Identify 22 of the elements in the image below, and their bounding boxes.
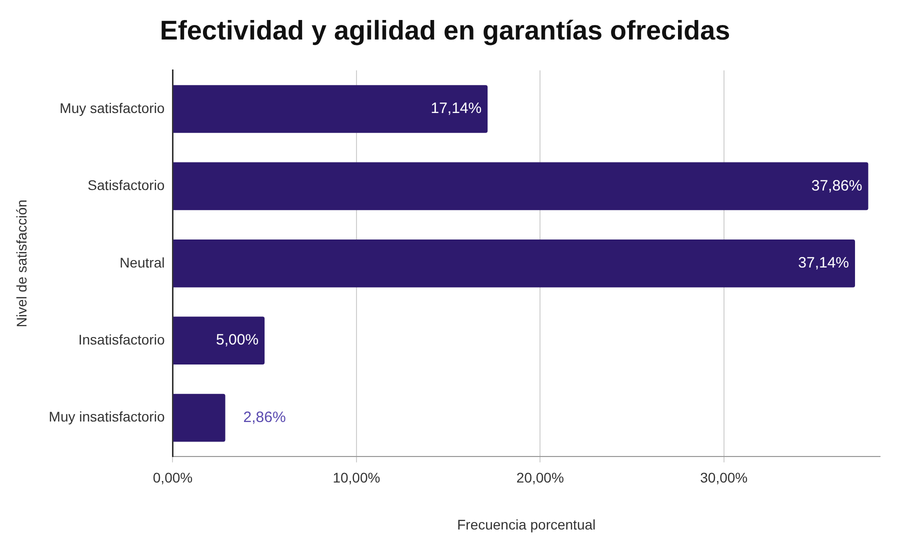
data-label: 37,86%: [811, 177, 862, 194]
data-label: 37,14%: [798, 254, 850, 272]
y-tick-label: Satisfactorio: [88, 177, 165, 194]
bar: [173, 239, 856, 288]
bar: [173, 85, 488, 133]
bar: [173, 162, 868, 210]
data-label: 2,86%: [243, 408, 286, 426]
x-tick-label: 10,00%: [332, 470, 380, 486]
y-axis-title: Nivel de satisfacción: [13, 200, 30, 328]
bar: [173, 316, 265, 365]
y-tick-label: Neutral: [120, 254, 165, 270]
x-tick-label: 20,00%: [516, 470, 564, 486]
y-tick-label: Muy insatisfactorio: [48, 408, 165, 425]
data-label: 17,14%: [430, 100, 482, 118]
data-label: 5,00%: [216, 332, 259, 349]
y-tick-label: Muy satisfactorio: [60, 100, 165, 116]
x-tick-label: 30,00%: [700, 470, 748, 486]
y-tick-label: Insatisfactorio: [78, 331, 165, 348]
chart-title: Efectividad y agilidad en garantías ofrecidas: [160, 16, 730, 46]
x-axis-title: Frecuencia porcentual: [457, 516, 596, 532]
x-tick-label: 0,00%: [152, 470, 193, 486]
bar: [173, 394, 226, 442]
